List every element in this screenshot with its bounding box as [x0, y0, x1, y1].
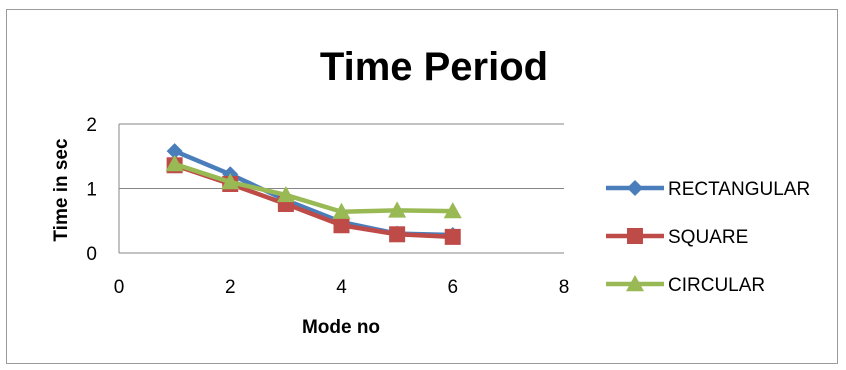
legend: RECTANGULAR SQUARE CIRCULAR	[606, 179, 810, 296]
data-point-rectangular-1	[166, 143, 183, 160]
data-point-circular-1	[165, 154, 184, 172]
data-point-square-4	[333, 217, 350, 234]
x-tick-label-4: 8	[559, 277, 570, 298]
y-axis-label: Time in sec	[51, 138, 72, 242]
gridlines	[119, 123, 564, 189]
legend-label-rectangular: RECTANGULAR	[668, 179, 810, 200]
chart-area	[6, 9, 838, 364]
legend-marker-square	[627, 228, 643, 244]
legend-label-square: SQUARE	[668, 227, 748, 248]
axes	[118, 124, 564, 254]
x-tick-label-0: 0	[114, 277, 125, 298]
series-line-circular	[173, 161, 453, 214]
data-point-square-6	[444, 228, 461, 245]
series-layer	[165, 143, 462, 245]
x-tick-label-1: 2	[225, 277, 236, 298]
tick-labels: 0 1 2 0 2 4 6 8	[86, 115, 569, 298]
chart-title: Time Period	[320, 45, 548, 89]
data-point-circular-6	[443, 202, 462, 219]
data-point-circular-2	[221, 173, 240, 190]
legend-item-rectangular: RECTANGULAR	[606, 179, 810, 200]
legend-marker-rectangular	[627, 180, 643, 196]
legend-label-circular: CIRCULAR	[668, 275, 765, 296]
series-circular	[165, 154, 462, 219]
legend-item-square: SQUARE	[606, 227, 748, 248]
data-point-circular-3	[276, 185, 295, 203]
x-tick-label-2: 4	[336, 277, 347, 298]
y-tick-label-0: 0	[86, 244, 97, 265]
y-tick-label-2: 2	[86, 115, 97, 136]
series-line-rectangular	[173, 149, 453, 238]
y-tick-label-1: 1	[86, 180, 97, 201]
data-point-circular-4	[332, 202, 351, 219]
data-point-square-5	[389, 226, 406, 243]
series-rectangular	[166, 143, 461, 243]
legend-item-circular: CIRCULAR	[606, 275, 765, 296]
legend-marker-circular	[626, 275, 644, 292]
x-axis-label: Mode no	[302, 317, 380, 338]
data-point-circular-5	[388, 201, 407, 218]
x-tick-label-3: 6	[447, 277, 458, 298]
